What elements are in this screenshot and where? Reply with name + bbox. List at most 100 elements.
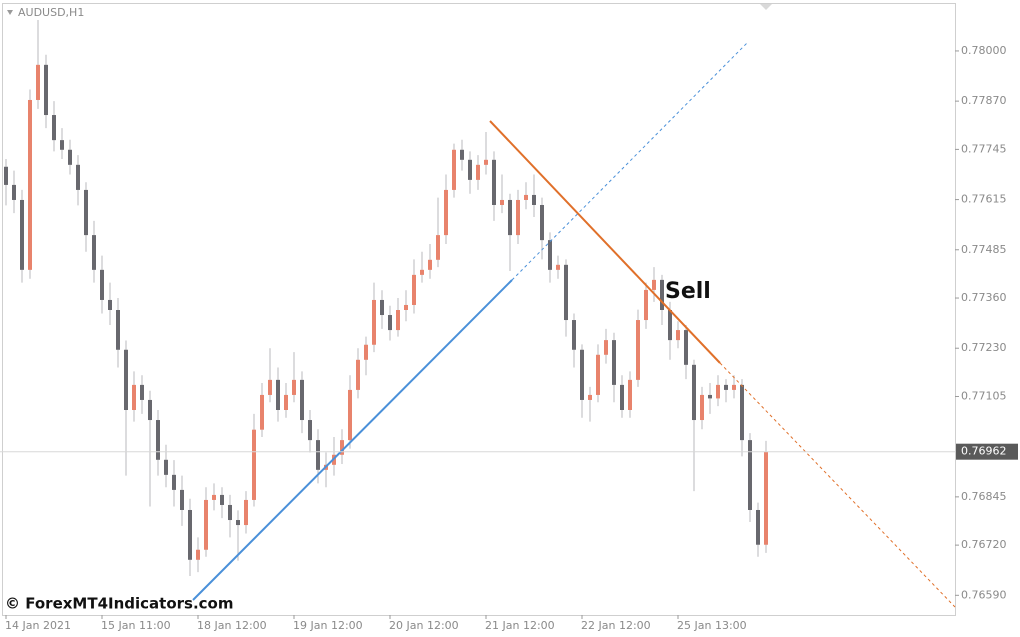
candle-body bbox=[668, 310, 672, 341]
candle-body bbox=[524, 194, 528, 200]
trend-line-up bbox=[192, 279, 513, 601]
x-tick-label: 18 Jan 12:00 bbox=[197, 619, 267, 632]
candle-body bbox=[100, 269, 104, 300]
candle-body bbox=[52, 115, 56, 141]
candle-body bbox=[372, 299, 376, 345]
candle-body bbox=[644, 289, 648, 321]
candle-body bbox=[84, 189, 88, 236]
candle-body bbox=[476, 164, 480, 180]
candle-body bbox=[708, 394, 712, 399]
candle-body bbox=[132, 384, 136, 410]
y-tick-label: 0.76845 bbox=[961, 490, 1007, 503]
y-tick-label: 0.76590 bbox=[961, 588, 1007, 601]
candle-body bbox=[92, 235, 96, 270]
candle-body bbox=[620, 384, 624, 410]
candle-body bbox=[164, 459, 168, 475]
candle-body bbox=[148, 399, 152, 421]
candle-body bbox=[140, 384, 144, 400]
y-tick-label: 0.77360 bbox=[961, 291, 1007, 304]
candle-body bbox=[692, 364, 696, 421]
candle-body bbox=[196, 549, 200, 560]
candle-body bbox=[156, 420, 160, 460]
plot-frame bbox=[2, 3, 956, 616]
candle-body bbox=[308, 420, 312, 441]
candle-body bbox=[28, 99, 32, 270]
candle-body bbox=[580, 349, 584, 400]
candle-body bbox=[460, 149, 464, 160]
x-tick-label: 20 Jan 12:00 bbox=[389, 619, 459, 632]
candle-body bbox=[396, 310, 400, 331]
candle-body bbox=[604, 340, 608, 355]
candle-body bbox=[684, 330, 688, 365]
candle-body bbox=[236, 520, 240, 526]
candle-body bbox=[284, 394, 288, 410]
candle-body bbox=[748, 440, 752, 510]
candle-body bbox=[124, 349, 128, 410]
sell-annotation: Sell bbox=[665, 279, 711, 304]
candle-body bbox=[4, 166, 8, 185]
candle-body bbox=[492, 159, 496, 205]
candle-body bbox=[60, 140, 64, 150]
candle-body bbox=[228, 504, 232, 521]
candle-body bbox=[348, 389, 352, 441]
candle-body bbox=[660, 279, 664, 310]
last-price-box bbox=[956, 443, 1018, 460]
y-tick-label: 0.77485 bbox=[961, 243, 1007, 256]
candle-body bbox=[172, 474, 176, 490]
candle-body bbox=[36, 64, 40, 100]
candle-body bbox=[204, 499, 208, 550]
y-tick-label: 0.77870 bbox=[961, 94, 1007, 107]
candle-body bbox=[532, 194, 536, 205]
last-price-label: 0.76962 bbox=[961, 445, 1007, 458]
candle-body bbox=[252, 429, 256, 500]
candle-body bbox=[292, 379, 296, 395]
x-tick-label: 22 Jan 12:00 bbox=[581, 619, 651, 632]
candle-body bbox=[676, 330, 680, 341]
candle-body bbox=[508, 199, 512, 236]
candle-body bbox=[220, 494, 224, 505]
x-tick-label: 14 Jan 2021 bbox=[5, 619, 71, 632]
candle-body bbox=[316, 440, 320, 470]
candle-body bbox=[436, 235, 440, 260]
candle-body bbox=[484, 159, 488, 165]
candle-body bbox=[412, 274, 416, 305]
candle-body bbox=[500, 199, 504, 205]
y-tick-label: 0.77745 bbox=[961, 142, 1007, 155]
menu-triangle[interactable] bbox=[7, 10, 13, 15]
chart-title: AUDUSD,H1 bbox=[18, 6, 84, 19]
candle-body bbox=[12, 184, 16, 200]
candle-body bbox=[44, 64, 48, 116]
candle-body bbox=[388, 315, 392, 331]
candle-body bbox=[340, 440, 344, 455]
candle-body bbox=[756, 509, 760, 545]
x-tick-label: 21 Jan 12:00 bbox=[485, 619, 555, 632]
candle-body bbox=[764, 451, 768, 545]
candle-body bbox=[420, 269, 424, 275]
candle-body bbox=[76, 164, 80, 190]
candle-body bbox=[452, 149, 456, 190]
candle-body bbox=[404, 304, 408, 310]
trend-line-up-extension bbox=[511, 41, 749, 281]
trend-line-down bbox=[489, 120, 721, 364]
candle-body bbox=[108, 299, 112, 310]
candle-body bbox=[380, 299, 384, 316]
candle-body bbox=[740, 384, 744, 441]
candle-body bbox=[180, 489, 184, 510]
x-tick-label: 15 Jan 11:00 bbox=[101, 619, 171, 632]
candle-body bbox=[628, 379, 632, 410]
candle-body bbox=[612, 340, 616, 385]
candle-body bbox=[556, 264, 560, 270]
y-tick-label: 0.78000 bbox=[961, 44, 1007, 57]
candle-body bbox=[116, 310, 120, 350]
shift-marker bbox=[760, 4, 772, 10]
candle-body bbox=[20, 199, 24, 270]
candle-body bbox=[468, 159, 472, 180]
candle-body bbox=[652, 279, 656, 290]
y-tick-label: 0.77105 bbox=[961, 389, 1007, 402]
candle-body bbox=[596, 354, 600, 395]
candle-body bbox=[188, 509, 192, 560]
marks bbox=[4, 20, 768, 577]
